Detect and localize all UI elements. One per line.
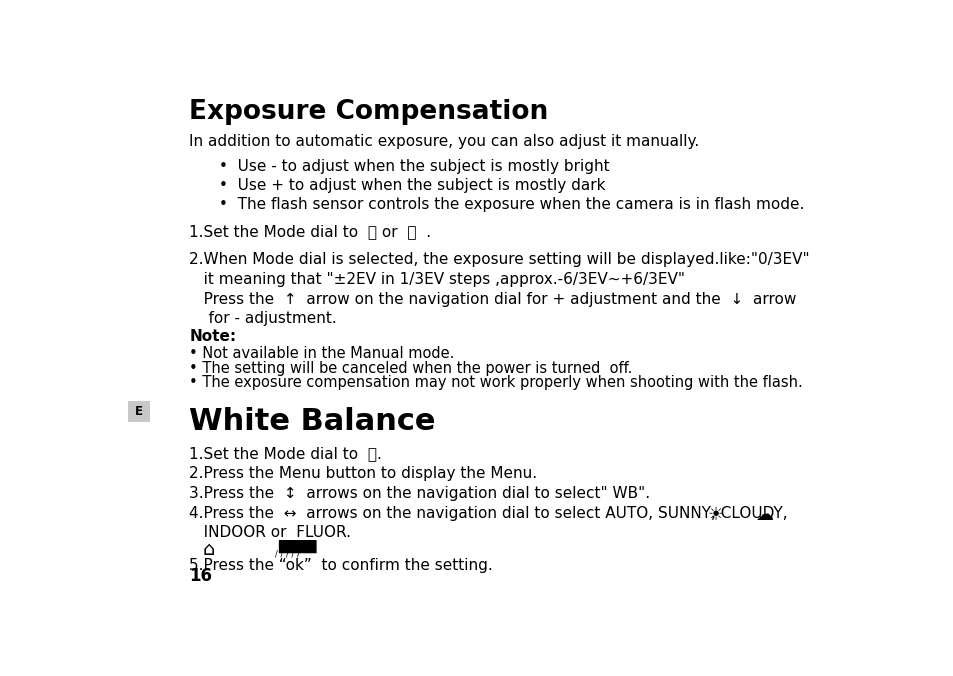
Text: INDOOR or  FLUOR.: INDOOR or FLUOR. [190,525,351,539]
Text: Exposure Compensation: Exposure Compensation [190,99,548,125]
Text: 3.Press the  ↕  arrows on the navigation dial to select" WB".: 3.Press the ↕ arrows on the navigation d… [190,486,650,501]
Text: • The exposure compensation may not work properly when shooting with the flash.: • The exposure compensation may not work… [190,375,802,390]
Text: 2.When Mode dial is selected, the exposure setting will be displayed.like:"0/3EV: 2.When Mode dial is selected, the exposu… [190,252,809,268]
Text: / / / / /: / / / / / [274,550,299,558]
Text: White Balance: White Balance [190,408,436,437]
Text: Press the  ↑  arrow on the navigation dial for + adjustment and the  ↓  arrow: Press the ↑ arrow on the navigation dial… [190,292,796,307]
Text: E: E [135,405,143,418]
Text: ⌂: ⌂ [203,540,215,559]
Text: •  Use - to adjust when the subject is mostly bright: • Use - to adjust when the subject is mo… [219,160,609,174]
Text: it meaning that "±2EV in 1/3EV steps ,approx.-6/3EV~+6/3EV": it meaning that "±2EV in 1/3EV steps ,ap… [190,272,685,287]
Text: Note:: Note: [190,329,236,344]
Text: ☀: ☀ [706,506,722,524]
Text: In addition to automatic exposure, you can also adjust it manually.: In addition to automatic exposure, you c… [190,135,699,149]
Text: 5.Press the “ok”  to confirm the setting.: 5.Press the “ok” to confirm the setting. [190,558,493,573]
Text: • The setting will be canceled when the power is turned  off.: • The setting will be canceled when the … [190,360,632,376]
Text: 2.Press the Menu button to display the Menu.: 2.Press the Menu button to display the M… [190,466,537,481]
Text: 4.Press the  ↔  arrows on the navigation dial to select AUTO, SUNNY, CLOUDY,: 4.Press the ↔ arrows on the navigation d… [190,506,787,521]
Text: 1.Set the Mode dial to  📷.: 1.Set the Mode dial to 📷. [190,447,382,462]
Text: •  Use + to adjust when the subject is mostly dark: • Use + to adjust when the subject is mo… [219,178,605,193]
Text: 16: 16 [190,567,213,585]
Text: ████: ████ [278,540,316,554]
Bar [128,402,151,422]
Text: •  The flash sensor controls the exposure when the camera is in flash mode.: • The flash sensor controls the exposure… [219,197,803,212]
Text: ☁: ☁ [755,506,772,524]
Text: 1.Set the Mode dial to  📷 or  📷  .: 1.Set the Mode dial to 📷 or 📷 . [190,224,431,239]
Text: • Not available in the Manual mode.: • Not available in the Manual mode. [190,346,455,361]
Text: for - adjustment.: for - adjustment. [190,311,336,326]
